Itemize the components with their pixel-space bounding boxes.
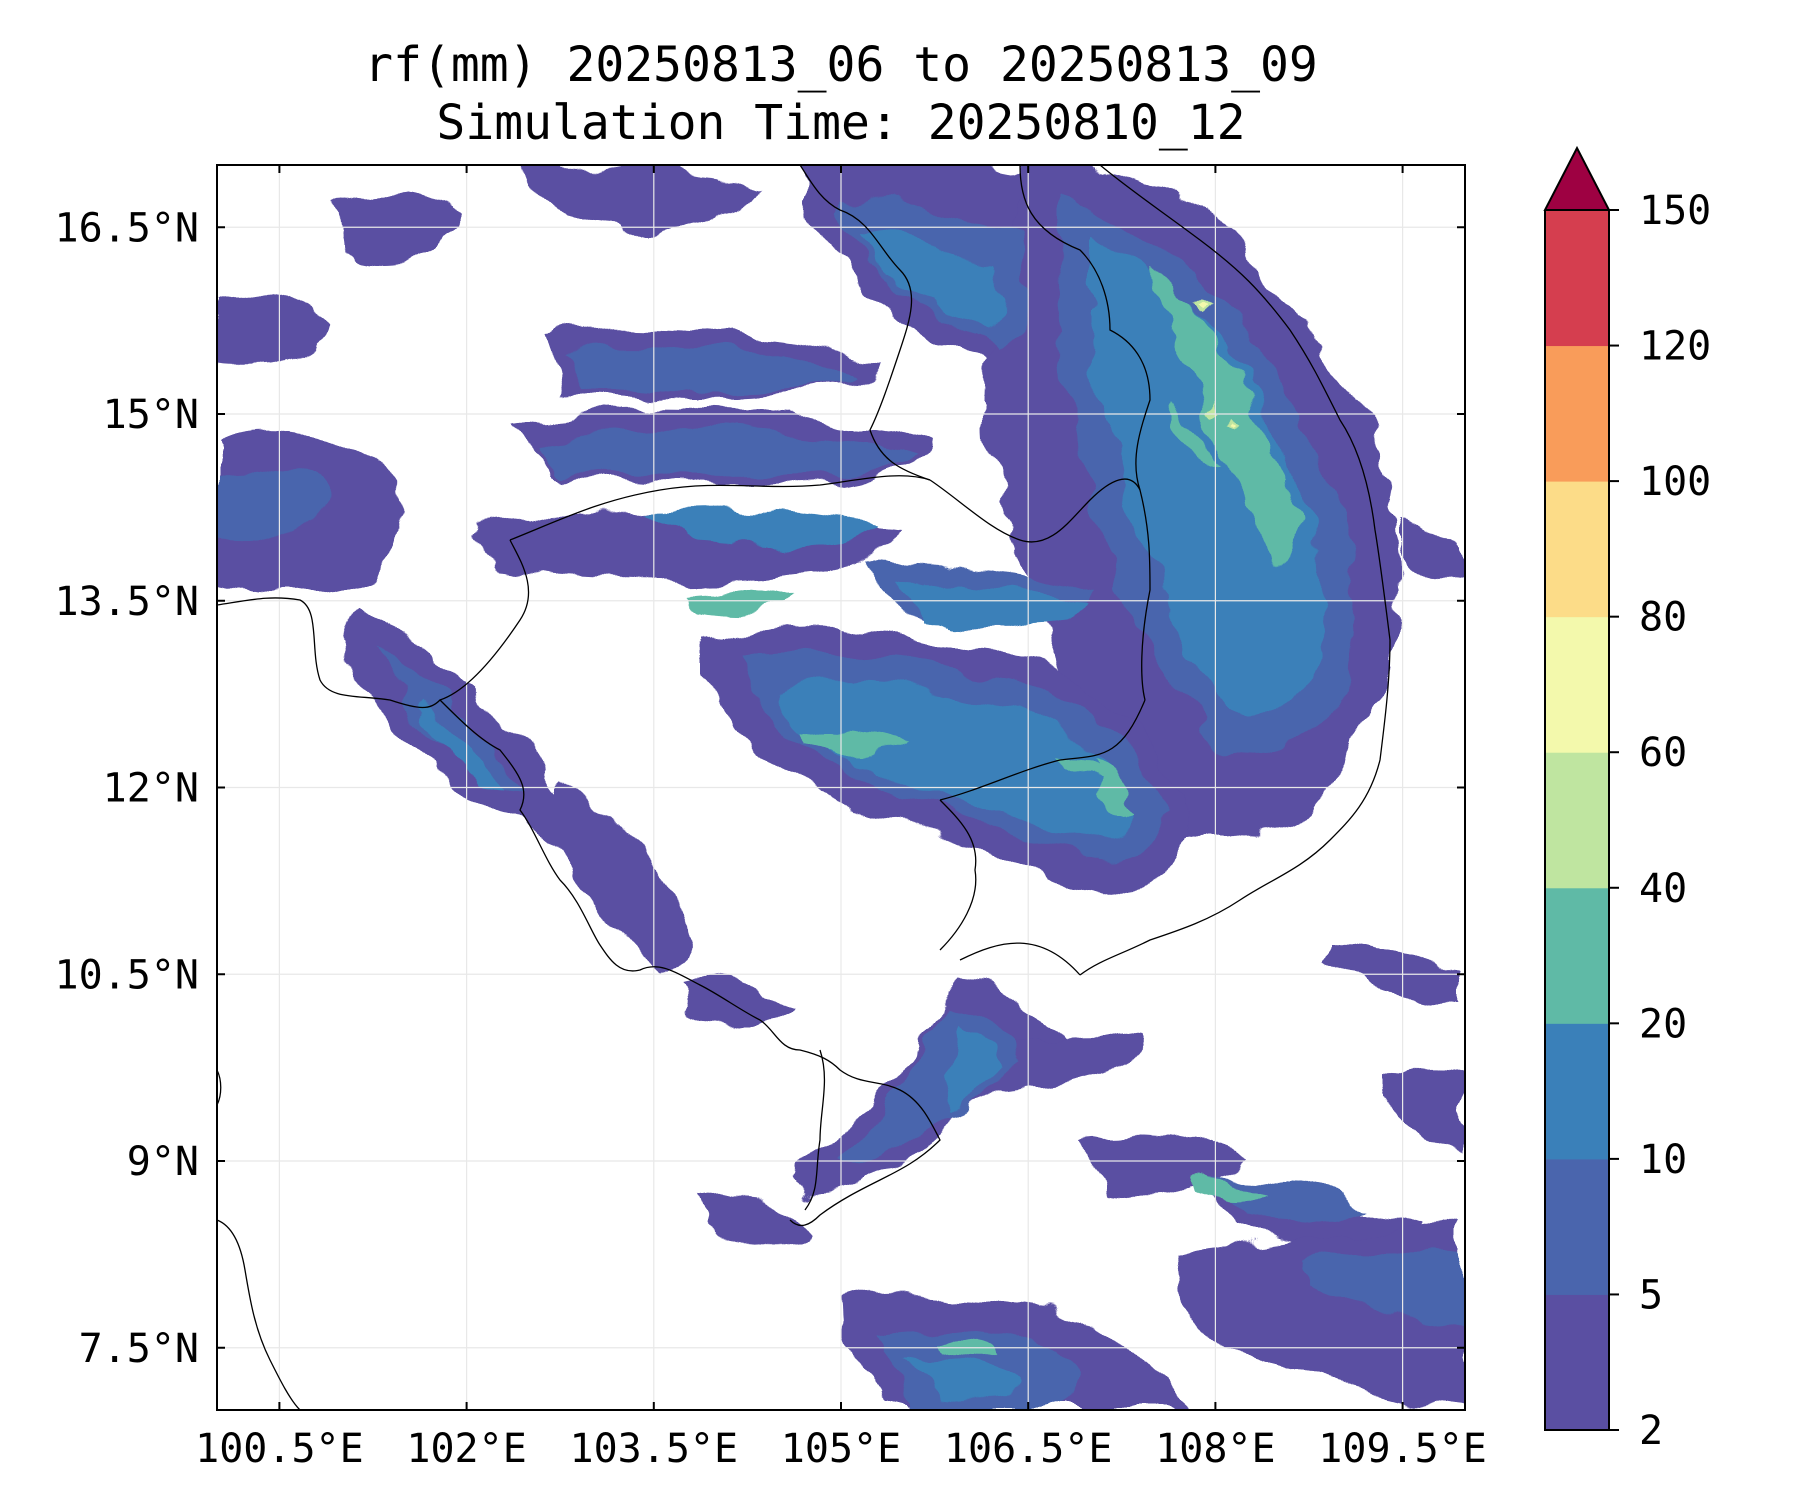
rainfall-level-20-40 <box>690 270 1300 1360</box>
lat-tick-label: 7.5°N <box>79 1326 199 1372</box>
colorbar-segment <box>1545 481 1609 618</box>
colorbar-segment <box>1545 616 1609 753</box>
colorbar-tick-label: 10 <box>1639 1137 1687 1183</box>
lon-tick-label: 100.5°E <box>195 1426 364 1472</box>
map-title-line-1: rf(mm) 20250813_06 to 20250813_09 <box>364 37 1318 93</box>
colorbar-segment <box>1545 1023 1609 1160</box>
lat-tick-label: 15°N <box>103 392 199 438</box>
lat-tick-label: 16.5°N <box>55 205 200 251</box>
rainfall-level-10-20 <box>420 230 1324 1397</box>
lon-tick-label: 103.5°E <box>570 1426 739 1472</box>
colorbar-segment <box>1545 1294 1609 1431</box>
colorbar-tick-label: 120 <box>1639 324 1711 370</box>
lon-tick-label: 109.5°E <box>1318 1426 1487 1472</box>
colorbar-tick-label: 20 <box>1639 1001 1687 1047</box>
colorbar-tick-label: 2 <box>1639 1408 1663 1454</box>
longitude-axis: 100.5°E 102°E 103.5°E 105°E 106.5°E 108°E 109.… <box>195 165 1487 1472</box>
rainfall-field <box>217 165 1465 1410</box>
lat-tick-label: 9°N <box>127 1139 199 1185</box>
lon-tick-label: 105°E <box>781 1426 901 1472</box>
colorbar-tick-label: 100 <box>1639 459 1711 505</box>
colorbar-segment <box>1545 210 1609 347</box>
latitude-axis: 7.5°N 9°N 10.5°N 12°N 13.5°N 15°N 16.5°N <box>55 205 1465 1372</box>
coastlines-borders <box>217 165 1391 1410</box>
map-gridlines <box>217 165 1465 1410</box>
lat-tick-label: 10.5°N <box>55 952 200 998</box>
colorbar-tick-label: 40 <box>1639 866 1687 912</box>
colorbar-segment <box>1545 1158 1609 1295</box>
lat-tick-label: 12°N <box>103 766 199 812</box>
map-title-line-2: Simulation Time: 20250810_12 <box>436 95 1246 151</box>
colorbar-tick-label: 5 <box>1639 1272 1663 1318</box>
colorbar: 2 5 10 20 40 60 80 100 120 150 <box>1543 145 1711 1454</box>
colorbar-segment <box>1545 887 1609 1024</box>
lon-tick-label: 106.5°E <box>944 1426 1113 1472</box>
colorbar-segment <box>1545 345 1609 482</box>
lat-tick-label: 13.5°N <box>55 579 200 625</box>
colorbar-segment <box>1545 752 1609 889</box>
colorbar-extend-arrow <box>1543 145 1611 211</box>
lon-tick-label: 108°E <box>1155 1426 1275 1472</box>
colorbar-frame <box>1544 210 1610 1431</box>
lon-tick-label: 102°E <box>406 1426 526 1472</box>
colorbar-tick-label: 60 <box>1639 730 1687 776</box>
rainfall-level-60-80 <box>1196 299 1241 423</box>
colorbar-tick-label: 150 <box>1639 188 1711 234</box>
colorbar-tick-label: 80 <box>1639 595 1687 641</box>
